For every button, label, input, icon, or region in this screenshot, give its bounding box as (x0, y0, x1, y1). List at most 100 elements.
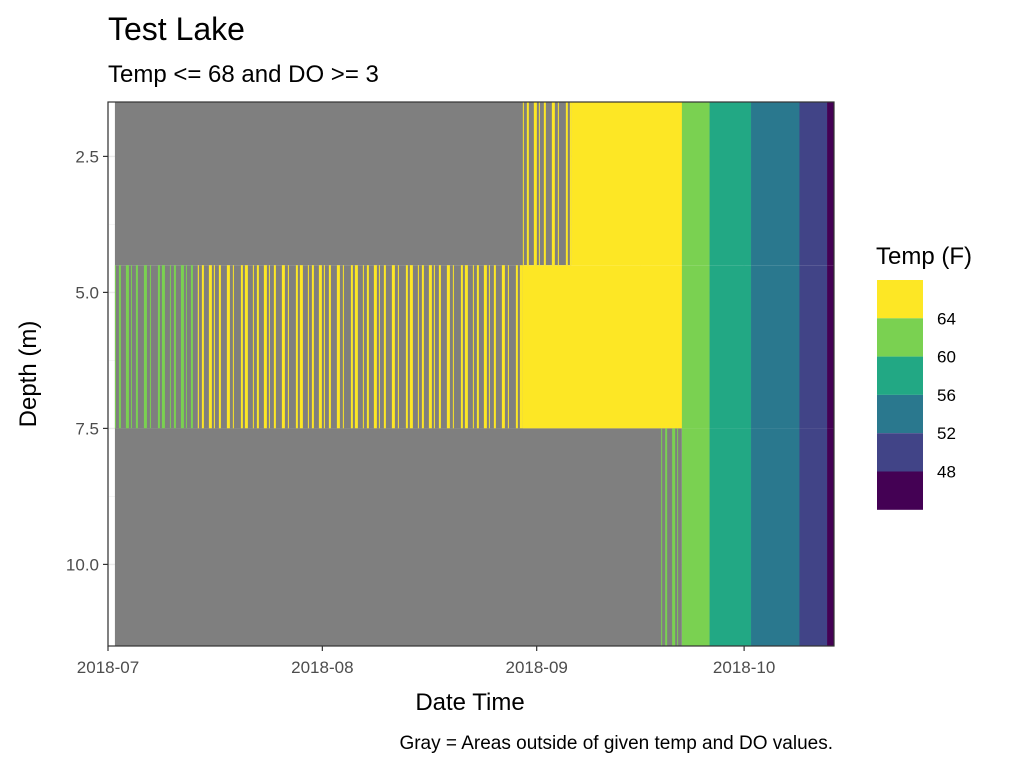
heatmap-stripe (354, 265, 358, 429)
heatmap-stripe (185, 265, 187, 429)
heatmap-stripe (383, 265, 386, 429)
heatmap-stripe (125, 265, 129, 429)
heatmap-stripe (519, 265, 523, 429)
heatmap-stripe (417, 265, 419, 429)
legend-key (877, 394, 923, 434)
heatmap-stripe (180, 265, 184, 429)
heatmap-tile (571, 102, 683, 266)
x-axis: 2018-07 2018-08 2018-09 2018-10 (77, 646, 775, 677)
heatmap-stripe (226, 265, 230, 429)
heatmap-stripe (161, 265, 165, 429)
heatmap-stripe (149, 265, 151, 429)
heatmap-tile (751, 102, 800, 266)
y-tick-label: 5.0 (75, 283, 99, 302)
heatmap-stripe (273, 265, 276, 429)
heatmap-stripe (157, 265, 160, 429)
heatmap-stripe (169, 265, 171, 429)
heatmap-tile (661, 428, 682, 646)
heatmap-tile (799, 265, 828, 429)
legend-key (877, 318, 923, 357)
heatmap-stripe (318, 265, 322, 429)
heatmap-tile (114, 102, 524, 266)
heatmap-stripe (428, 265, 432, 429)
heatmap-stripe (421, 265, 424, 429)
heatmap-stripe (263, 265, 267, 429)
heatmap-stripe (672, 428, 676, 646)
heatmap-stripe (208, 265, 212, 429)
heatmap-stripe (287, 265, 289, 429)
y-axis-title: Depth (m) (15, 321, 42, 428)
y-axis: 2.5 5.0 7.5 10.0 (66, 147, 108, 574)
heatmap-stripe (433, 265, 435, 429)
heatmap-stripe (143, 265, 147, 429)
heatmap-stripe (366, 265, 369, 429)
heatmap-stripe (515, 265, 518, 429)
heatmap-tile (709, 265, 752, 429)
heatmap-stripe (661, 428, 663, 646)
heatmap-stripe (328, 265, 331, 429)
heatmap-tiles (114, 102, 835, 646)
x-tick-label: 2018-08 (291, 658, 353, 677)
heatmap-stripe (476, 265, 479, 429)
plot-border (107, 101, 835, 647)
heatmap-stripe (201, 265, 204, 429)
heatmap-stripe (323, 265, 325, 429)
heatmap-tile (751, 428, 800, 646)
heatmap-stripe (397, 265, 399, 429)
legend-title: Temp (F) (876, 243, 972, 270)
heatmap-stripe (551, 102, 555, 266)
legend-label: 60 (937, 348, 956, 367)
heatmap-stripe (118, 265, 121, 429)
heatmap-stripe (173, 265, 176, 429)
heatmap-stripe (501, 265, 505, 429)
legend-label: 64 (937, 309, 956, 328)
heatmap-stripe (114, 265, 116, 429)
heatmap-tile (522, 102, 572, 266)
heatmap-stripe (538, 102, 540, 266)
heatmap-tile (799, 102, 828, 266)
heatmap-stripe (281, 265, 285, 429)
chart-subtitle: Temp <= 68 and DO >= 3 (108, 61, 379, 88)
heatmap-tile (681, 265, 710, 429)
heatmap-tile (114, 428, 662, 646)
y-tick-label: 7.5 (75, 419, 99, 438)
chart-caption: Gray = Areas outside of given temp and D… (399, 733, 833, 754)
heatmap-stripe (533, 102, 537, 266)
heatmap-tile (827, 102, 835, 266)
heatmap-stripe (252, 265, 254, 429)
heatmap-stripe (569, 102, 572, 266)
heatmap-stripe (438, 265, 441, 429)
heatmap-tile (522, 265, 683, 429)
heatmap-stripe (244, 265, 248, 429)
heatmap-stripe (240, 265, 243, 429)
heatmap-stripe (665, 428, 668, 646)
heatmap-stripe (336, 265, 340, 429)
heatmap-stripe (232, 265, 234, 429)
heatmap-stripe (543, 102, 546, 266)
legend-colorbar: 64 60 56 52 48 (877, 280, 956, 510)
heatmap-stripe (268, 265, 270, 429)
heatmap-stripe (460, 265, 463, 429)
heatmap-stripe (295, 265, 298, 429)
heatmap-stripe (472, 265, 474, 429)
heatmap-stripe (342, 265, 344, 429)
heatmap-stripe (213, 265, 215, 429)
heatmap-tile (681, 102, 710, 266)
heatmap-stripe (522, 102, 524, 266)
x-axis-title: Date Time (415, 689, 524, 716)
heatmap-stripe (409, 265, 413, 429)
legend-label: 56 (937, 386, 956, 405)
heatmap-stripe (507, 265, 509, 429)
heatmap-stripe (311, 265, 314, 429)
legend-key (877, 471, 923, 510)
x-tick-label: 2018-09 (505, 658, 567, 677)
legend-label: 48 (937, 463, 956, 482)
heatmap-stripe (190, 265, 193, 429)
heatmap-stripe (307, 265, 309, 429)
legend-key (877, 433, 923, 472)
heatmap-stripe (256, 265, 259, 429)
heatmap-tile (709, 428, 752, 646)
heatmap-stripe (677, 428, 679, 646)
heatmap-tile (827, 265, 835, 429)
legend: Temp (F) 64 60 56 52 48 (876, 243, 972, 510)
